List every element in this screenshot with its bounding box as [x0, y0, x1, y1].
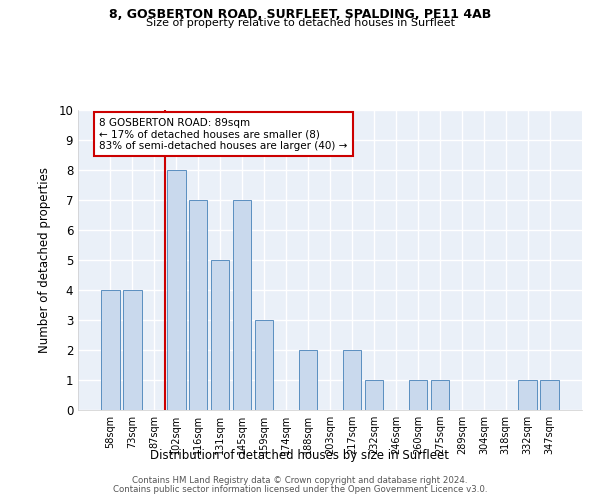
Y-axis label: Number of detached properties: Number of detached properties [38, 167, 52, 353]
Bar [409, 380, 427, 410]
Bar [189, 200, 208, 410]
Text: 8, GOSBERTON ROAD, SURFLEET, SPALDING, PE11 4AB: 8, GOSBERTON ROAD, SURFLEET, SPALDING, P… [109, 8, 491, 20]
Text: Contains HM Land Registry data © Crown copyright and database right 2024.: Contains HM Land Registry data © Crown c… [132, 476, 468, 485]
Text: Size of property relative to detached houses in Surfleet: Size of property relative to detached ho… [146, 18, 455, 28]
Bar [255, 320, 274, 410]
Bar [101, 290, 119, 410]
Text: 8 GOSBERTON ROAD: 89sqm
← 17% of detached houses are smaller (8)
83% of semi-det: 8 GOSBERTON ROAD: 89sqm ← 17% of detache… [99, 118, 347, 150]
Bar [211, 260, 229, 410]
Text: Contains public sector information licensed under the Open Government Licence v3: Contains public sector information licen… [113, 485, 487, 494]
Bar [167, 170, 185, 410]
Bar [123, 290, 142, 410]
Bar [299, 350, 317, 410]
Bar [431, 380, 449, 410]
Bar [343, 350, 361, 410]
Text: Distribution of detached houses by size in Surfleet: Distribution of detached houses by size … [151, 448, 449, 462]
Bar [541, 380, 559, 410]
Bar [518, 380, 537, 410]
Bar [365, 380, 383, 410]
Bar [233, 200, 251, 410]
